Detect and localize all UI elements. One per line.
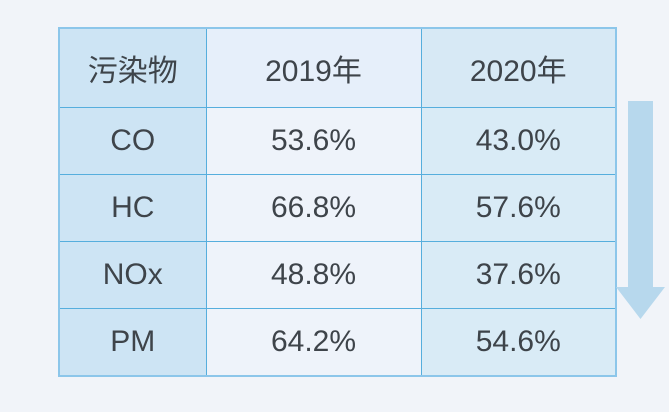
table-row-hc: HC 66.8% 57.6% [58,174,617,242]
pollutant-reduction-table: 污染物 2019年 2020年 CO 53.6% 43.0% HC 66.8% … [58,27,617,377]
pollutant-label-hc: HC [58,174,207,242]
table-header-row: 污染物 2019年 2020年 [58,27,617,108]
table-row-co: CO 53.6% 43.0% [58,107,617,175]
value-nox-2020: 37.6% [420,241,617,309]
value-nox-2019: 48.8% [205,241,422,309]
value-co-2019: 53.6% [205,107,422,175]
pollutant-label-pm: PM [58,308,207,377]
value-hc-2020: 57.6% [420,174,617,242]
column-header-2019: 2019年 [205,27,422,108]
value-pm-2019: 64.2% [205,308,422,377]
pollutant-label-nox: NOx [58,241,207,309]
column-header-pollutant: 污染物 [58,27,207,108]
table-row-pm: PM 64.2% 54.6% [58,308,617,377]
value-co-2020: 43.0% [420,107,617,175]
decrease-arrow-icon [616,101,665,319]
value-hc-2019: 66.8% [205,174,422,242]
value-pm-2020: 54.6% [420,308,617,377]
column-header-2020: 2020年 [420,27,617,108]
table-row-nox: NOx 48.8% 37.6% [58,241,617,309]
pollutant-label-co: CO [58,107,207,175]
